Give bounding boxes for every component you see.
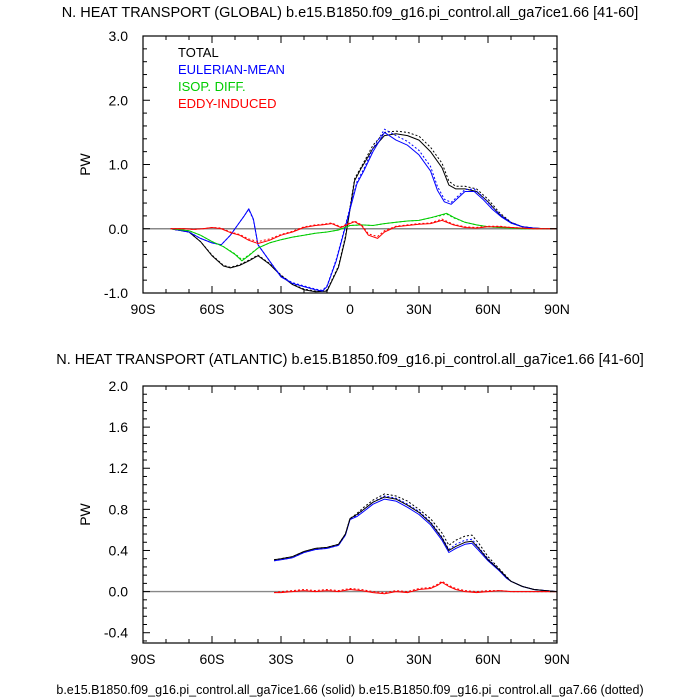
series-line-3-dotted <box>274 493 558 593</box>
series-line-1-dotted <box>170 130 557 292</box>
x-tick-label: 60N <box>475 651 501 667</box>
x-tick-label: 30N <box>406 301 432 317</box>
x-tick-label: 90S <box>131 651 156 667</box>
y-tick-label: 2.0 <box>109 378 129 394</box>
x-tick-label: 30S <box>269 301 294 317</box>
atlantic-panel-title: N. HEAT TRANSPORT (ATLANTIC) b.e15.B1850… <box>56 352 644 368</box>
y-tick-label: -1.0 <box>104 285 128 301</box>
x-tick-label: 0 <box>346 301 354 317</box>
figure-caption: b.e15.B1850.f09_g16.pi_control.all_ga7ic… <box>56 683 643 697</box>
series-line-2-solid <box>274 496 558 593</box>
series-line-0-solid <box>274 498 558 593</box>
x-tick-label: 60S <box>200 651 225 667</box>
series-line-3-dotted <box>170 128 557 291</box>
y-tick-label: 1.6 <box>109 419 129 435</box>
y-tick-label: 0.4 <box>109 542 129 558</box>
global-panel-title: N. HEAT TRANSPORT (GLOBAL) b.e15.B1850.f… <box>62 5 639 21</box>
x-tick-label: 60N <box>475 301 501 317</box>
y-axis-label: PW <box>77 502 93 525</box>
series-line-4-solid <box>274 581 557 595</box>
y-tick-label: -0.4 <box>104 625 128 641</box>
x-tick-label: 90N <box>544 301 570 317</box>
x-tick-label: 90N <box>544 651 570 667</box>
legend-entry: ISOP. DIFF. <box>178 79 246 94</box>
x-tick-label: 30N <box>406 651 432 667</box>
y-tick-label: 3.0 <box>109 28 129 44</box>
y-tick-label: 0.0 <box>109 584 129 600</box>
x-tick-label: 90S <box>131 301 156 317</box>
x-tick-label: 30S <box>269 651 294 667</box>
x-tick-label: 0 <box>346 651 354 667</box>
y-tick-label: 2.0 <box>109 92 129 108</box>
y-tick-label: 0.8 <box>109 501 129 517</box>
legend-entry: TOTAL <box>178 45 219 60</box>
legend-entry: EULERIAN-MEAN <box>178 62 285 77</box>
y-tick-label: 0.0 <box>109 221 129 237</box>
y-tick-label: 1.0 <box>109 157 129 173</box>
global-heat-transport-panel: 90S 60S 30S 0 30N 60N 90N -1.0 0.0 1.0 2.0 3.0 PW TOT… <box>77 28 570 317</box>
series-line-5-dotted <box>274 580 557 594</box>
series-line-7-dotted <box>170 218 557 243</box>
plot-frame <box>142 385 558 644</box>
y-tick-label: 1.2 <box>109 460 129 476</box>
y-axis-label: PW <box>77 152 93 175</box>
atlantic-heat-transport-panel: 90S 60S 30S 0 30N 60N 90N -0.4 0.0 0.4 0.8 1.2 1.6 2.… <box>77 378 570 667</box>
series-line-6-solid <box>170 219 557 244</box>
legend-entry: EDDY-INDUCED <box>178 96 276 111</box>
x-tick-label: 60S <box>200 301 225 317</box>
